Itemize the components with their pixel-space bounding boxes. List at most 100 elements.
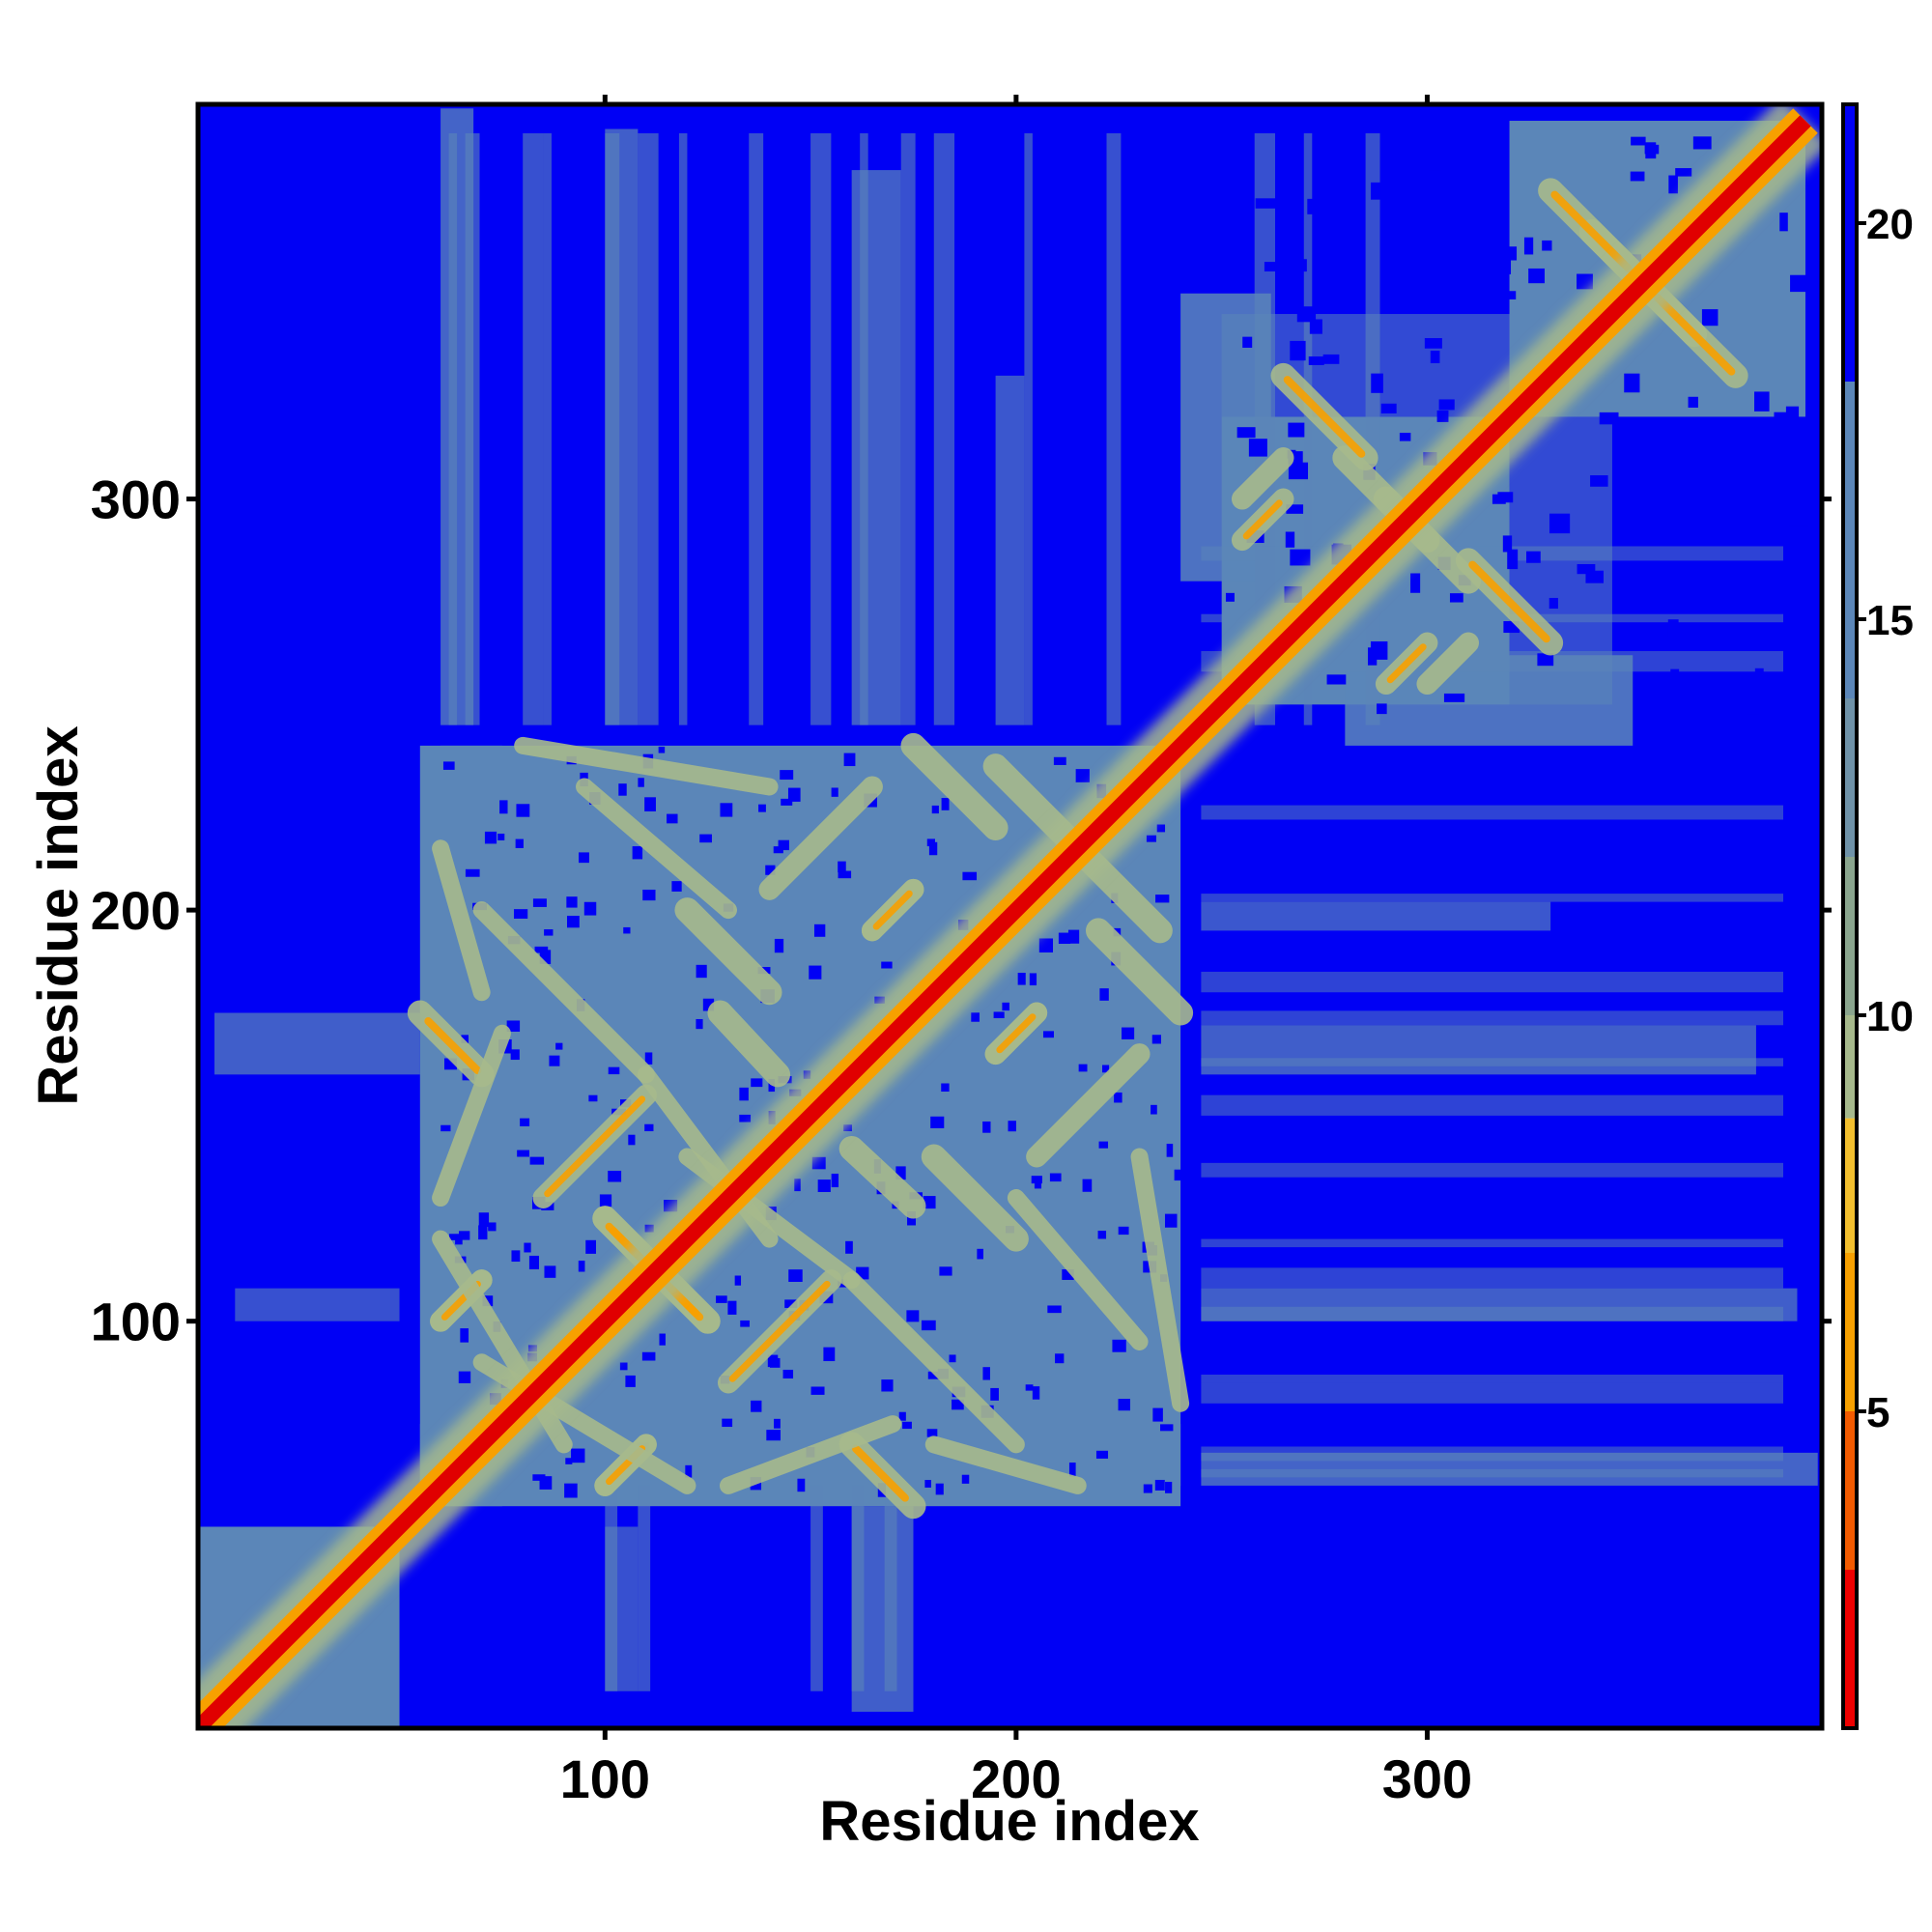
- diagonal-band: [198, 104, 1822, 1728]
- contact-stripe-horizontal: [1201, 1382, 1783, 1404]
- contact-gap: [941, 1083, 950, 1092]
- colorbar: 5 10 15 20: [1841, 102, 1914, 1730]
- contact-gap: [817, 1179, 831, 1192]
- contact-gap: [1160, 1424, 1174, 1432]
- contact-stripe-vertical: [605, 1485, 618, 1691]
- contact-gap: [1722, 490, 1740, 508]
- colorbar-band: [1843, 104, 1857, 382]
- contact-gap: [1154, 1479, 1165, 1491]
- contact-gap: [642, 889, 656, 901]
- contact-gap: [599, 1194, 612, 1208]
- contact-gap: [667, 813, 678, 824]
- contact-gap: [499, 800, 508, 814]
- contact-gap: [751, 1078, 763, 1088]
- contact-gap: [1630, 171, 1645, 182]
- contact-stripe-vertical: [638, 133, 659, 725]
- contact-gap: [781, 798, 793, 806]
- contact-stripe-horizontal: [1201, 1267, 1783, 1289]
- contact-gap: [928, 841, 938, 856]
- contact-gap: [583, 901, 597, 916]
- contact-gap: [1632, 453, 1644, 462]
- contact-gap: [659, 1333, 666, 1346]
- contact-gap: [1665, 468, 1685, 483]
- contact-gap: [927, 1371, 940, 1379]
- contact-gap: [1371, 182, 1384, 200]
- contact-gap: [484, 831, 497, 844]
- contact-stripe-horizontal: [1201, 1375, 1783, 1383]
- contact-gap: [1290, 340, 1306, 361]
- contact-gap: [564, 1483, 578, 1498]
- colorbar-tick-label: 5: [1866, 1389, 1889, 1436]
- contact-stripe-horizontal: [1201, 1010, 1783, 1026]
- contact-stripe-vertical: [851, 1485, 865, 1691]
- contact-gap: [1780, 515, 1791, 525]
- contact-gap: [797, 1478, 806, 1492]
- contact-gap: [608, 1066, 620, 1075]
- contact-gap: [739, 1114, 752, 1122]
- domain-contact-patch: [1201, 1025, 1756, 1075]
- domain-contact-patch: [1201, 901, 1551, 931]
- contact-gap: [1031, 1176, 1042, 1184]
- contact-gap: [1114, 1092, 1122, 1103]
- contact-gap: [459, 1231, 470, 1240]
- contact-gap: [544, 1265, 556, 1278]
- contact-gap: [1042, 1031, 1054, 1038]
- x-tick-label: 100: [560, 1748, 650, 1809]
- contact-gap: [555, 1042, 563, 1050]
- contact-gap: [1548, 597, 1558, 610]
- contact-gap: [566, 896, 578, 908]
- domain-contact-patch: [851, 170, 901, 725]
- contact-gap: [1307, 198, 1318, 214]
- contact-gap: [458, 1371, 471, 1383]
- contact-gap: [579, 852, 589, 864]
- contact-gap: [773, 846, 783, 854]
- contact-gap: [1152, 1407, 1163, 1422]
- y-axis-label: Residue index: [27, 725, 90, 1105]
- contact-gap: [1670, 668, 1680, 680]
- contact-gap: [1790, 274, 1810, 293]
- contact-gap: [1002, 1002, 1009, 1011]
- contact-gap: [478, 1212, 490, 1228]
- contact-gap: [1754, 391, 1770, 412]
- contact-band-antiparallel: [1085, 918, 1194, 1026]
- contact-gap: [778, 839, 789, 851]
- contact-gap: [794, 1179, 801, 1192]
- contact-gap: [1688, 396, 1698, 408]
- contact-stripe-horizontal: [1201, 651, 1783, 672]
- contact-gap: [767, 1354, 779, 1368]
- contact-gap: [628, 1134, 636, 1146]
- contact-gap: [720, 803, 733, 817]
- contact-gap: [1449, 593, 1463, 603]
- contact-band-parallel: [1416, 632, 1480, 696]
- contact-gap: [1631, 136, 1646, 146]
- contact-gap: [1633, 695, 1652, 713]
- contact-stripe-vertical: [605, 133, 620, 725]
- contact-gap: [671, 881, 682, 892]
- contact-gap: [549, 1055, 560, 1066]
- contact-gap: [1624, 373, 1640, 393]
- contact-gap: [1225, 592, 1235, 602]
- contact-gap: [962, 871, 978, 881]
- contact-stripe-vertical: [543, 133, 552, 725]
- contact-band-antiparallel-core: [1468, 560, 1550, 643]
- contact-gap: [1732, 561, 1747, 579]
- contact-gap: [727, 1300, 737, 1315]
- contact-gap: [1068, 1463, 1076, 1477]
- contact-gap: [823, 1347, 836, 1362]
- contact-gap: [1102, 1065, 1110, 1073]
- contact-gap: [1308, 355, 1324, 365]
- contact-gap: [784, 1299, 798, 1308]
- contact-band-parallel: [1231, 446, 1294, 510]
- contact-band-loop: [1007, 1189, 1149, 1350]
- contact-gap: [1443, 693, 1465, 702]
- contact-gap: [465, 868, 480, 877]
- contact-stripe-vertical: [810, 1485, 823, 1691]
- contact-gap: [902, 1421, 912, 1430]
- contact-gap: [780, 770, 794, 781]
- right-axis: [1822, 497, 1832, 1324]
- contact-gap: [881, 961, 893, 969]
- contact-gap: [1665, 530, 1682, 546]
- contact-stripe-vertical: [1254, 133, 1275, 725]
- contact-gap: [895, 1166, 906, 1180]
